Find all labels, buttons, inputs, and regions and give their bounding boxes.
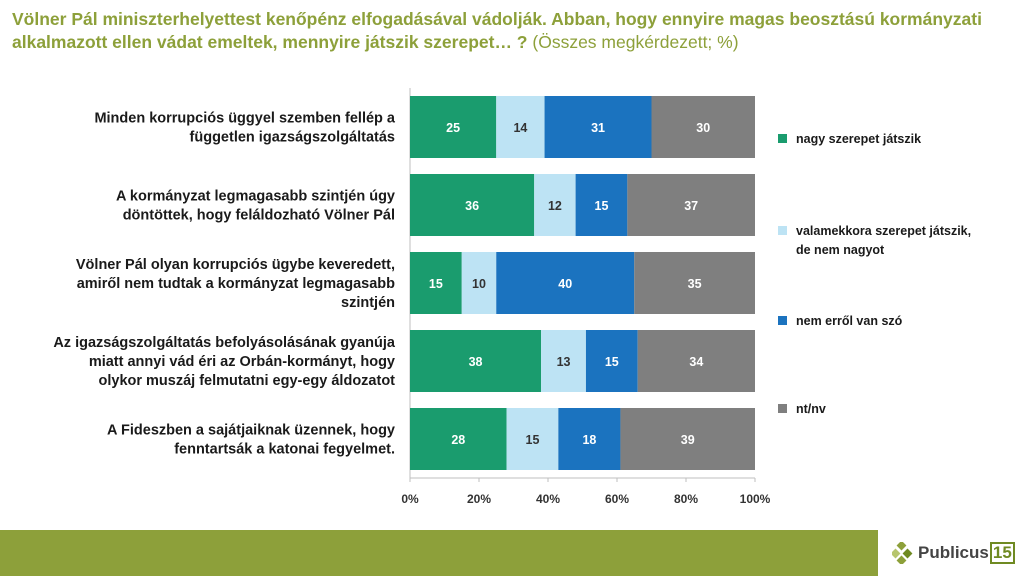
- legend-label: nagy szerepet játszik: [796, 132, 921, 146]
- legend-swatch: [778, 316, 787, 325]
- footer-bar: [0, 530, 878, 576]
- data-label: 15: [605, 355, 619, 369]
- data-label: 30: [696, 121, 710, 135]
- data-label: 13: [557, 355, 571, 369]
- bar-segment: [651, 96, 755, 158]
- bar-segment: [634, 252, 755, 314]
- bar-segment: [585, 330, 638, 392]
- data-label: 28: [451, 433, 465, 447]
- bar-segment: [496, 96, 545, 158]
- category-label: Völner Pál olyan korrupciós ügybe kevere…: [76, 257, 395, 311]
- bar-segment: [496, 252, 635, 314]
- bar-segment: [627, 174, 755, 236]
- bar-segment: [541, 330, 586, 392]
- data-label: 12: [548, 199, 562, 213]
- data-label: 35: [688, 277, 702, 291]
- bar-segment: [544, 96, 652, 158]
- logo-text: Publicus: [918, 543, 989, 562]
- data-label: 40: [558, 277, 572, 291]
- x-tick-label: 20%: [467, 492, 491, 506]
- x-tick-label: 60%: [605, 492, 629, 506]
- x-tick-label: 0%: [401, 492, 419, 506]
- data-label: 31: [591, 121, 605, 135]
- legend-label: valamekkora szerepet játszik, de nem nagy…: [796, 224, 971, 257]
- bar-segment: [506, 408, 559, 470]
- bar-segment: [410, 96, 497, 158]
- bar-segment: [637, 330, 755, 392]
- stacked-bar-chart: 0% 20% 40% 60% 80% 100% 25 14 31 30 Minden korrupc…: [53, 88, 971, 506]
- publicus-logo-icon: [892, 542, 913, 564]
- category-label: Minden korrupciós üggyel szemben fellép …: [94, 111, 395, 146]
- chart-title: Völner Pál miniszterhelyettest kenőpénz …: [12, 8, 1012, 54]
- x-tick-label: 80%: [674, 492, 698, 506]
- legend-label: nt/nv: [796, 402, 826, 416]
- bar-segment: [558, 408, 621, 470]
- bar-segment: [534, 174, 576, 236]
- chart-subtitle: (Összes megkérdezett; %): [532, 32, 739, 52]
- category-label: Az igazságszolgáltatás befolyásolásának …: [53, 335, 396, 389]
- data-label: 34: [689, 355, 703, 369]
- bar-segment: [575, 174, 628, 236]
- bar-segment: [410, 252, 462, 314]
- data-label: 15: [526, 433, 540, 447]
- x-tick-label: 40%: [536, 492, 560, 506]
- data-label: 36: [465, 199, 479, 213]
- data-label: 10: [472, 277, 486, 291]
- bar-segment: [620, 408, 755, 470]
- legend-swatch: [778, 226, 787, 235]
- category-label: A Fideszben a sajátjaiknak üzennek, hogy…: [107, 423, 395, 458]
- bar-segment: [461, 252, 497, 314]
- data-label: 15: [429, 277, 443, 291]
- chart-title-main: Völner Pál miniszterhelyettest kenőpénz …: [12, 9, 982, 52]
- data-label: 25: [446, 121, 460, 135]
- logo-number: 15: [989, 542, 1015, 564]
- data-label: 18: [582, 433, 596, 447]
- legend-swatch: [778, 404, 787, 413]
- data-label: 14: [513, 121, 527, 135]
- publicus-logo: Publicus 15: [892, 538, 1015, 568]
- data-label: 15: [595, 199, 609, 213]
- x-tick-label: 100%: [740, 492, 771, 506]
- legend-label: nem erről van szó: [796, 314, 903, 328]
- data-label: 38: [469, 355, 483, 369]
- data-label: 37: [684, 199, 698, 213]
- data-label: 39: [681, 433, 695, 447]
- category-label: A kormányzat legmagasabb szintjén úgy dön…: [116, 189, 395, 224]
- bar-segment: [410, 330, 542, 392]
- bar-segment: [410, 174, 535, 236]
- bar-segment: [410, 408, 507, 470]
- legend-swatch: [778, 134, 787, 143]
